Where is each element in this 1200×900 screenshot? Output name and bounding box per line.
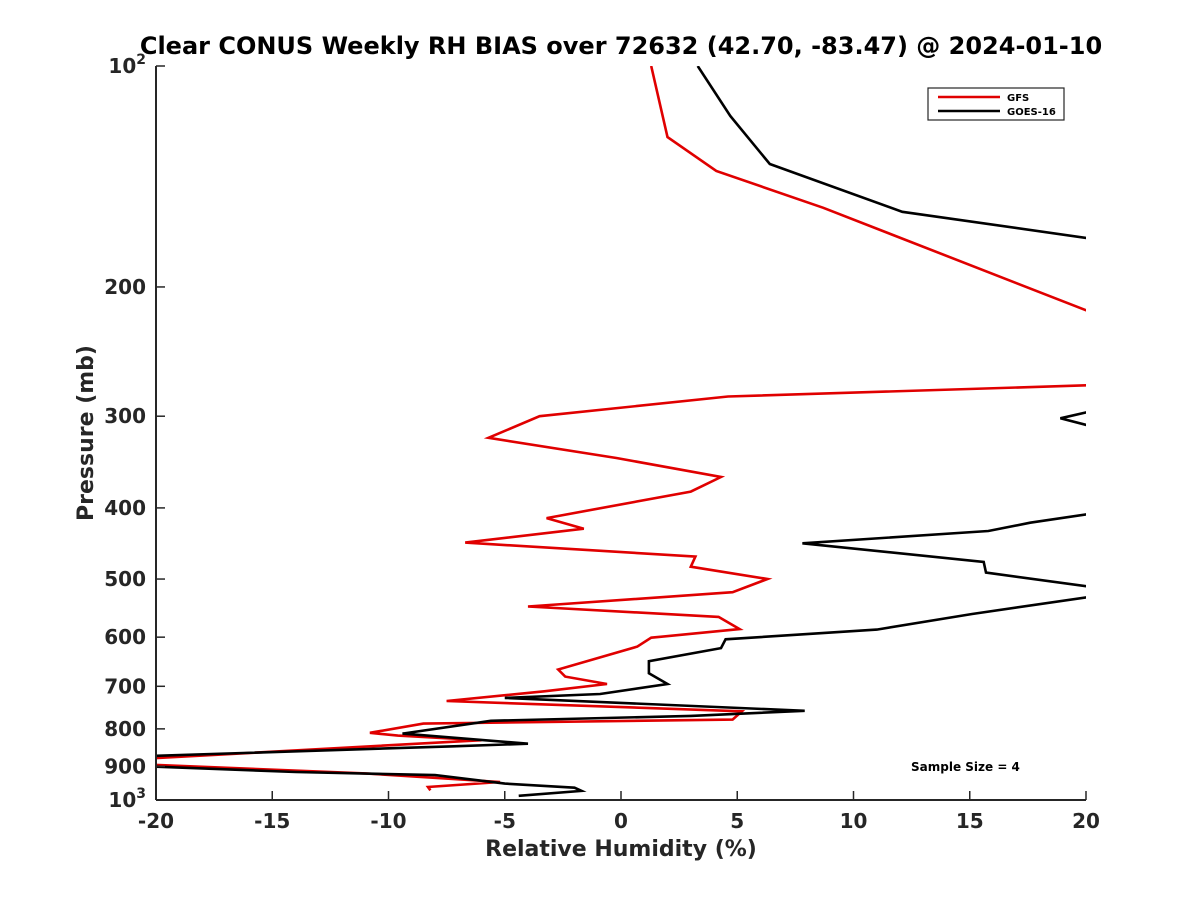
legend: GFS GOES-16 [927, 87, 1065, 121]
x-axis-label: Relative Humidity (%) [485, 837, 757, 862]
x-tick-label: 5 [730, 809, 744, 833]
x-tick-label: -5 [494, 809, 516, 833]
chart-title: Clear CONUS Weekly RH BIAS over 72632 (4… [140, 32, 1102, 60]
x-tick-label: -20 [138, 809, 174, 833]
y-ticks: 102 200 300 400 500 600 700 800 900 103 [104, 52, 165, 812]
x-tick-label: 10 [840, 809, 868, 833]
y-tick-label: 900 [104, 754, 146, 778]
sample-size-annotation: Sample Size = 4 [911, 760, 1020, 774]
y-tick-label: 800 [104, 717, 146, 741]
legend-label-gfs: GFS [1007, 93, 1029, 104]
y-tick-label: 200 [104, 275, 146, 299]
x-tick-label: -15 [254, 809, 290, 833]
y-tick-label: 500 [104, 567, 146, 591]
x-tick-label: 15 [956, 809, 984, 833]
plot-area [156, 66, 1086, 800]
y-tick-label: 102 [108, 52, 146, 78]
series-line-goes16 [156, 66, 1086, 798]
series-layer [156, 66, 1086, 798]
x-tick-label: -10 [370, 809, 406, 833]
legend-box [927, 87, 1065, 121]
y-tick-label: 103 [108, 786, 146, 812]
x-tick-label: 20 [1072, 809, 1100, 833]
y-tick-label: 700 [104, 674, 146, 698]
y-tick-label: 300 [104, 404, 146, 428]
x-tick-label: 0 [614, 809, 628, 833]
y-tick-label: 600 [104, 625, 146, 649]
y-tick-label: 400 [104, 496, 146, 520]
legend-label-goes16: GOES-16 [1007, 107, 1056, 118]
y-axis-label: Pressure (mb) [74, 345, 99, 521]
x-ticks: -20 -15 -10 -5 0 5 10 15 20 [138, 791, 1100, 833]
